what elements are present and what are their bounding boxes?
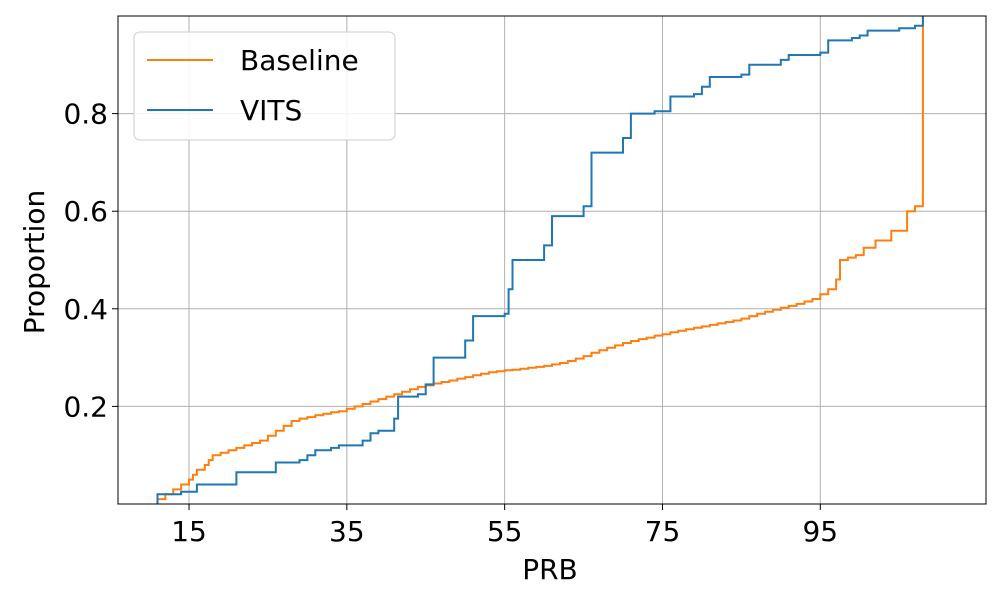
x-tick-label: 95: [802, 515, 838, 548]
y-tick-label: 0.8: [63, 98, 108, 131]
x-tick-label: 55: [487, 515, 523, 548]
x-axis-label: PRB: [522, 553, 578, 586]
y-tick-label: 0.4: [63, 293, 108, 326]
y-axis-label: Proportion: [18, 190, 51, 334]
series-layer: [156, 16, 924, 504]
y-tick-label: 0.6: [63, 195, 108, 228]
x-tick-label: 75: [645, 515, 681, 548]
series-line-baseline: [156, 16, 924, 504]
y-tick-label: 0.2: [63, 390, 108, 423]
x-axis-ticks: 15 35 55 75 95: [171, 504, 838, 548]
y-axis-ticks: 0.2 0.4 0.6 0.8: [63, 98, 118, 423]
x-tick-label: 15: [171, 515, 207, 548]
legend: Baseline VITS: [133, 31, 396, 141]
legend-label-vits: VITS: [240, 94, 302, 127]
plot-frame: [117, 15, 987, 505]
x-tick-label: 35: [329, 515, 365, 548]
legend-label-baseline: Baseline: [240, 44, 359, 77]
series-line-vits: [156, 16, 924, 504]
